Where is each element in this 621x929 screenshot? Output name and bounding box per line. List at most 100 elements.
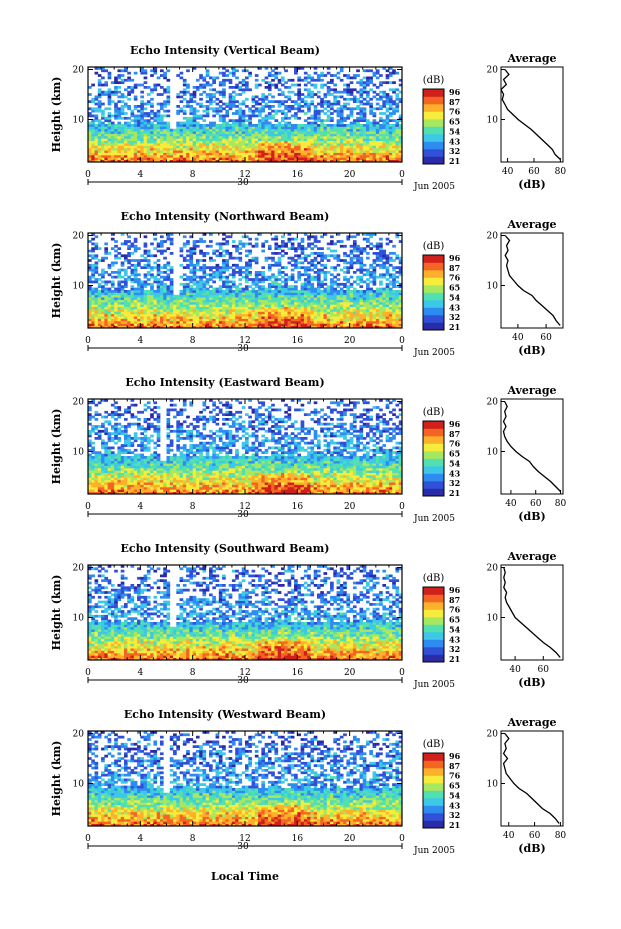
- heatmap-cell: [205, 306, 210, 310]
- heatmap-cell: [388, 325, 393, 329]
- heatmap-cell: [199, 301, 203, 305]
- heatmap-cell: [310, 90, 315, 94]
- heatmap-cell: [392, 266, 396, 270]
- heatmap-cell: [231, 309, 236, 312]
- heatmap-cell: [316, 109, 321, 113]
- heatmap-cell: [231, 311, 236, 315]
- heatmap-cell: [359, 323, 364, 327]
- heatmap-cell: [369, 266, 373, 270]
- heatmap-cell: [235, 285, 239, 289]
- heatmap-cell: [267, 145, 272, 149]
- heatmap-cell: [287, 318, 292, 322]
- heatmap-cell: [375, 290, 380, 293]
- heatmap-cell: [110, 313, 115, 317]
- heatmap-cell: [333, 140, 337, 144]
- heatmap-cell: [218, 119, 223, 123]
- heatmap-cell: [166, 301, 171, 305]
- heatmap-cell: [228, 273, 233, 277]
- heatmap-cell: [209, 157, 213, 161]
- heatmap-cell: [169, 306, 174, 310]
- heatmap-cell: [97, 313, 102, 317]
- heatmap-cell: [202, 159, 207, 163]
- heatmap-cell: [369, 76, 373, 80]
- heatmap-cell: [137, 140, 141, 144]
- heatmap-cell: [231, 280, 236, 284]
- heatmap-cell: [169, 304, 174, 308]
- heatmap-cell: [133, 95, 138, 99]
- heatmap-cell: [238, 109, 243, 113]
- heatmap-cell: [104, 140, 109, 144]
- heatmap-cell: [300, 313, 305, 317]
- heatmap-cell: [173, 323, 177, 327]
- heatmap-cell: [277, 159, 282, 163]
- heatmap-cell: [333, 254, 337, 258]
- heatmap-cell: [137, 278, 141, 281]
- heatmap-cell: [392, 150, 396, 153]
- heatmap-cell: [228, 299, 233, 303]
- heatmap-cell: [209, 301, 213, 305]
- heatmap-cell: [189, 154, 194, 158]
- heatmap-cell: [209, 145, 213, 149]
- heatmap-cell: [169, 285, 174, 289]
- heatmap-cell: [284, 285, 288, 289]
- heatmap-cell: [212, 93, 216, 96]
- heatmap-cell: [88, 294, 92, 298]
- heatmap-cell: [356, 282, 360, 286]
- heatmap-cell: [274, 323, 279, 327]
- heatmap-cell: [261, 157, 266, 161]
- heatmap-cell: [271, 140, 275, 144]
- heatmap-cell: [316, 133, 321, 137]
- heatmap-cell: [385, 69, 390, 73]
- x-tick-label: 0: [85, 170, 91, 180]
- heatmap-cell: [192, 292, 197, 296]
- heatmap-cell: [343, 275, 347, 279]
- heatmap-cell: [297, 152, 301, 156]
- heatmap-cell: [362, 86, 367, 89]
- heatmap-cell: [388, 105, 393, 108]
- heatmap-cell: [163, 143, 167, 146]
- heatmap-cell: [366, 95, 370, 99]
- heatmap-cell: [349, 147, 354, 151]
- heatmap-cell: [395, 311, 400, 315]
- heatmap-cell: [212, 266, 216, 270]
- heatmap-cell: [245, 83, 249, 87]
- heatmap-cell: [333, 157, 337, 161]
- heatmap-cell: [356, 318, 360, 322]
- heatmap-cell: [212, 275, 216, 279]
- heatmap-cell: [316, 126, 321, 130]
- heatmap-cell: [123, 271, 128, 274]
- heatmap-cell: [140, 140, 144, 144]
- heatmap-cell: [101, 138, 105, 142]
- beam-panel: Echo Intensity (Northward Beam)0 4 8 12 16 20…: [50, 210, 564, 358]
- heatmap-cell: [153, 133, 158, 137]
- heatmap-cell: [369, 159, 373, 163]
- heatmap-cell: [284, 121, 288, 125]
- heatmap-cell: [150, 301, 154, 305]
- heatmap-cell: [228, 128, 233, 132]
- heatmap-cell: [343, 285, 347, 289]
- heatmap-cell: [398, 83, 403, 87]
- heatmap-cell: [300, 159, 305, 163]
- heatmap-cell: [101, 285, 105, 289]
- heatmap-cell: [91, 268, 95, 272]
- heatmap-cell: [228, 145, 233, 149]
- heatmap-cell: [156, 282, 161, 286]
- heatmap-cell: [251, 135, 256, 139]
- heatmap-cell: [91, 147, 95, 151]
- heatmap-cell: [274, 159, 279, 163]
- heatmap-cell: [320, 86, 324, 89]
- heatmap-cell: [218, 107, 223, 111]
- heatmap-cell: [287, 159, 292, 163]
- heatmap-cell: [398, 306, 403, 310]
- heatmap-cell: [307, 90, 311, 94]
- heatmap-cell: [218, 290, 223, 293]
- heatmap-cell: [356, 150, 360, 153]
- heatmap-cell: [120, 147, 125, 151]
- heatmap-cell: [192, 316, 197, 319]
- heatmap-cell: [245, 159, 249, 163]
- heatmap-cell: [343, 278, 347, 281]
- heatmap-cell: [287, 140, 292, 144]
- heatmap-cell: [294, 280, 298, 284]
- heatmap-cell: [343, 306, 347, 310]
- heatmap-cell: [150, 304, 154, 308]
